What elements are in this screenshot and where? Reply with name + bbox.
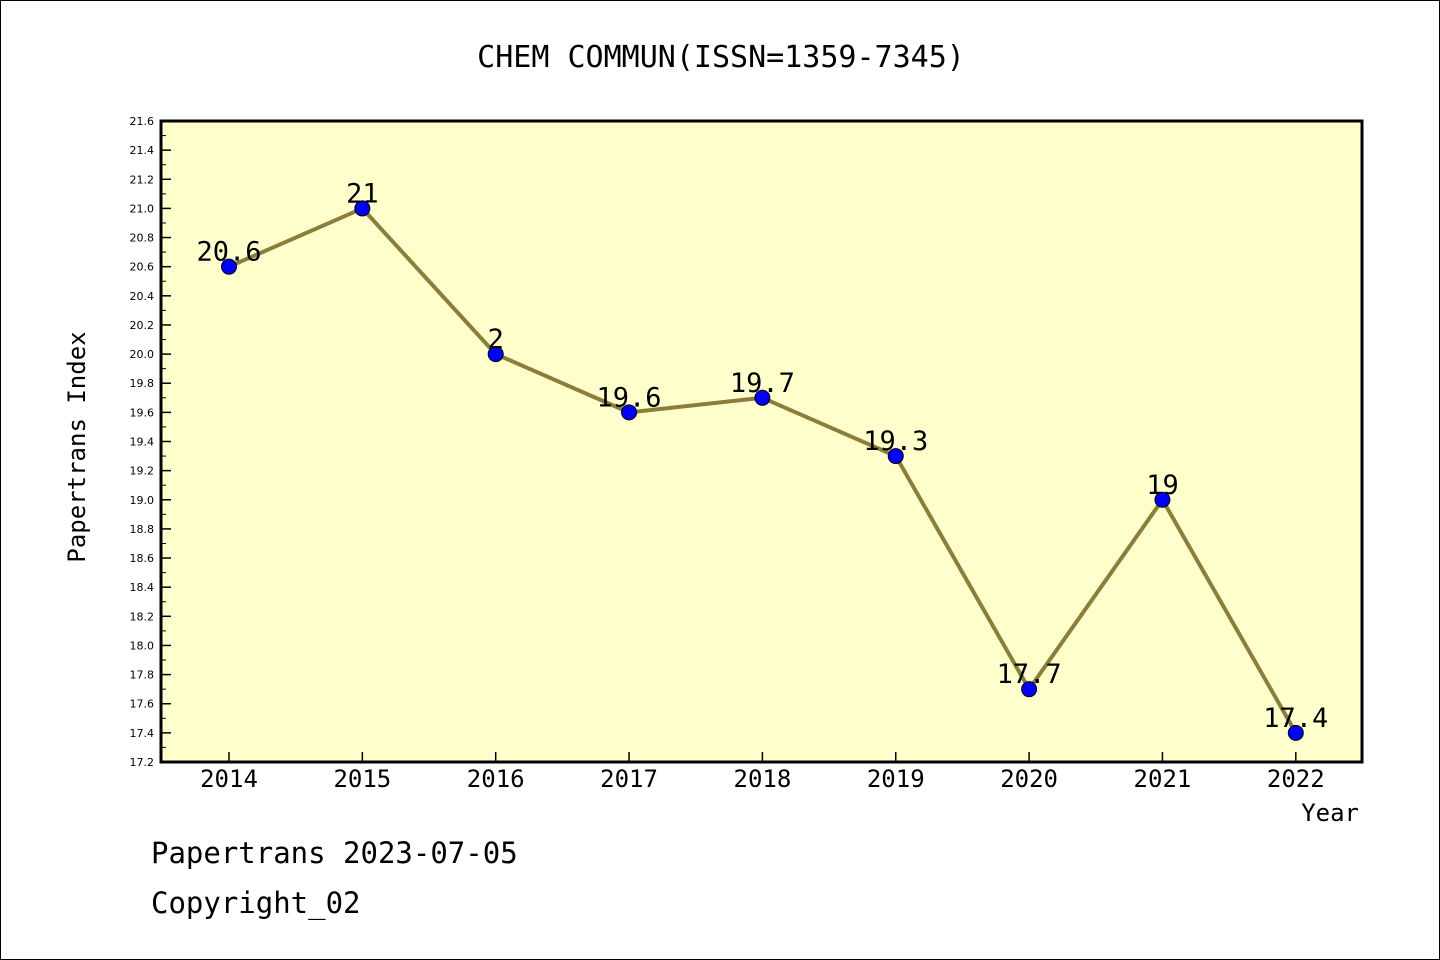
x-tick-label: 2017 (600, 765, 658, 793)
y-tick-label: 17.8 (130, 669, 155, 682)
data-label: 20.6 (196, 237, 261, 268)
data-label: 19.6 (597, 382, 662, 413)
footer-copyright: Copyright_02 (151, 886, 361, 920)
y-tick-label: 18.0 (130, 639, 155, 652)
x-axis-label: Year (1301, 799, 1359, 827)
y-tick-label: 17.4 (130, 727, 155, 740)
data-label: 17.4 (1263, 703, 1328, 734)
y-tick-label: 18.2 (130, 610, 155, 623)
y-axis-label: Papertrans Index (63, 331, 91, 562)
footer-date: Papertrans 2023-07-05 (151, 836, 518, 870)
data-point (754, 389, 771, 406)
data-point (1154, 491, 1171, 508)
series-layer: 20.6 21 2 19.6 19.7 19.3 17.7 19 17.4 (196, 178, 1328, 741)
y-tick-label: 17.2 (130, 756, 155, 769)
y-tick-label: 21.0 (130, 202, 155, 215)
y-tick-label: 20.8 (130, 232, 155, 245)
y-tick-label: 21.2 (130, 173, 155, 186)
data-label: 21 (346, 178, 379, 209)
data-point (1287, 724, 1304, 741)
data-label: 2 (488, 324, 504, 355)
y-tick-label: 20.4 (130, 290, 155, 303)
y-tick-label: 19.4 (130, 436, 155, 449)
y-tick-label: 18.8 (130, 523, 155, 536)
y-tick-label: 21.4 (130, 144, 155, 157)
y-tick-label: 19.6 (130, 406, 155, 419)
y-tick-label: 18.6 (130, 552, 155, 565)
data-point (487, 346, 504, 363)
y-tick-label: 19.8 (130, 377, 155, 390)
y-tick-label: 20.2 (130, 319, 155, 332)
x-tick-label: 2021 (1134, 765, 1192, 793)
data-label: 19.7 (730, 368, 795, 399)
plot-area (161, 121, 1362, 762)
y-axis: 17.2 17.4 17.6 17.8 18.0 18.2 18.4 18.6 18.8 19.0… (130, 115, 171, 769)
x-tick-label: 2018 (734, 765, 792, 793)
y-tick-label: 18.4 (130, 581, 155, 594)
y-tick-label: 19.0 (130, 494, 155, 507)
y-tick-label: 21.6 (130, 115, 155, 128)
y-tick-label: 19.2 (130, 465, 155, 478)
plot-border (159, 119, 1364, 764)
x-tick-label: 2022 (1267, 765, 1325, 793)
y-tick-label: 17.6 (130, 698, 155, 711)
y-tick-label: 20.0 (130, 348, 155, 361)
data-point (1021, 681, 1038, 698)
data-point (221, 258, 237, 275)
data-point (621, 404, 638, 421)
data-label: 17.7 (997, 659, 1062, 690)
x-tick-label: 2020 (1000, 765, 1058, 793)
x-tick-label: 2015 (333, 765, 391, 793)
chart-title: CHEM COMMUN(ISSN=1359-7345) (477, 40, 965, 75)
data-label: 19 (1146, 470, 1179, 501)
x-tick-label: 2019 (867, 765, 925, 793)
data-point (354, 200, 371, 217)
x-tick-label: 2016 (467, 765, 525, 793)
y-tick-label: 20.6 (130, 261, 155, 274)
data-point (887, 448, 904, 465)
x-tick-label: 2014 (200, 765, 258, 793)
data-label: 19.3 (863, 426, 928, 457)
x-axis: 2014 2015 2016 2017 2018 2019 2020 2021 2022 (200, 752, 1325, 793)
